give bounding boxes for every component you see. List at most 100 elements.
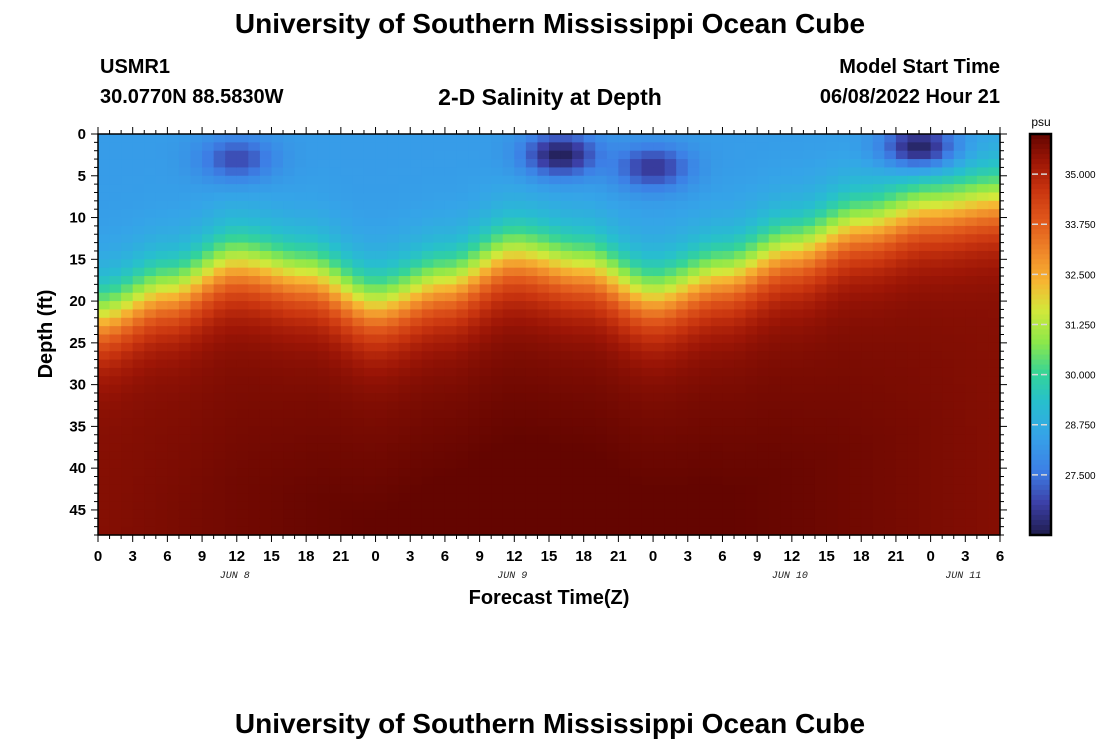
colorbar-swatch (1030, 234, 1051, 240)
heatmap-cell (202, 401, 215, 411)
heatmap-cell (653, 443, 666, 453)
heatmap-cell (456, 242, 469, 252)
heatmap-cell (838, 526, 851, 536)
heatmap-cell (791, 359, 805, 369)
heatmap-cell (387, 351, 400, 361)
heatmap-cell (849, 209, 862, 219)
heatmap-cell (722, 284, 735, 294)
heatmap-cell (953, 401, 966, 411)
heatmap-cell (248, 384, 261, 394)
heatmap-cell (306, 301, 319, 311)
heatmap-cell (618, 493, 631, 503)
heatmap-cell (271, 326, 284, 336)
heatmap-cell (803, 192, 816, 202)
heatmap-cell (259, 276, 273, 285)
heatmap-cell (583, 225, 596, 235)
heatmap-cell (444, 159, 458, 169)
heatmap-cell (803, 526, 816, 536)
heatmap-cell (687, 284, 700, 294)
heatmap-cell (780, 326, 793, 336)
heatmap-cell (329, 200, 342, 210)
heatmap-cell (664, 476, 677, 486)
heatmap-cell (167, 225, 180, 235)
heatmap-cell (167, 401, 180, 411)
heatmap-cell (768, 426, 781, 436)
heatmap-cell (664, 376, 677, 386)
heatmap-cell (664, 501, 677, 511)
heatmap-cell (456, 175, 469, 185)
heatmap-cell (699, 426, 712, 436)
heatmap-cell (965, 267, 978, 277)
heatmap-cell (768, 276, 781, 285)
heatmap-cell (317, 184, 330, 194)
heatmap-cell (444, 217, 458, 227)
heatmap-cell (549, 443, 562, 453)
heatmap-cell (629, 326, 643, 336)
colorbar-swatch (1030, 519, 1051, 526)
heatmap-cell (919, 426, 932, 436)
heatmap-cell (491, 392, 504, 402)
heatmap-cell (502, 192, 515, 202)
heatmap-cell (861, 459, 874, 469)
heatmap-cell (884, 518, 897, 528)
heatmap-cell (225, 501, 238, 511)
heatmap-cell (167, 276, 180, 285)
heatmap-cell (479, 142, 492, 152)
heatmap-cell (433, 292, 446, 302)
colorbar-swatch (1030, 249, 1051, 255)
heatmap-cell (178, 501, 192, 511)
heatmap-cell (710, 259, 724, 269)
heatmap-cell (190, 418, 203, 427)
colorbar-swatch (1030, 354, 1051, 361)
heatmap-cell (491, 359, 504, 369)
heatmap-cell (514, 468, 527, 478)
heatmap-cell (109, 167, 122, 177)
heatmap-cell (178, 250, 192, 260)
heatmap-cell (398, 518, 411, 528)
heatmap-cell (537, 401, 550, 411)
heatmap-cell (479, 242, 492, 252)
heatmap-cell (132, 242, 145, 252)
heatmap-cell (178, 159, 192, 169)
heatmap-cell (595, 192, 608, 202)
heatmap-cell (433, 443, 446, 453)
heatmap-cell (710, 351, 724, 361)
heatmap-cell (976, 376, 990, 386)
heatmap-cell (734, 359, 747, 369)
heatmap-cell (745, 326, 758, 336)
heatmap-cell (225, 175, 238, 185)
heatmap-cell (352, 309, 365, 319)
heatmap-cell (953, 418, 966, 427)
heatmap-cell (930, 459, 943, 469)
heatmap-cell (375, 217, 388, 227)
heatmap-cell (306, 392, 319, 402)
heatmap-cell (745, 443, 758, 453)
heatmap-cell (629, 409, 643, 419)
heatmap-cell (560, 459, 573, 469)
heatmap-cell (745, 476, 758, 486)
heatmap-cell (595, 159, 608, 169)
heatmap-cell (387, 459, 400, 469)
heatmap-cell (202, 443, 215, 453)
heatmap-cell (202, 493, 215, 503)
heatmap-cell (583, 351, 596, 361)
heatmap-cell (294, 376, 307, 386)
heatmap-cell (398, 292, 411, 302)
heatmap-cell (953, 501, 966, 511)
heatmap-cell (444, 309, 458, 319)
heatmap-cell (363, 259, 377, 269)
heatmap-cell (271, 267, 284, 277)
heatmap-cell (317, 209, 330, 219)
heatmap-cell (121, 359, 134, 369)
heatmap-cell (907, 401, 920, 411)
heatmap-cell (734, 167, 747, 177)
heatmap-cell (583, 359, 596, 369)
heatmap-cell (491, 192, 504, 202)
heatmap-cell (895, 443, 909, 453)
heatmap-cell (352, 250, 365, 260)
heatmap-cell (710, 443, 724, 453)
heatmap-cell (456, 501, 469, 511)
heatmap-cell (132, 234, 145, 244)
heatmap-cell (953, 225, 966, 235)
heatmap-cell (491, 267, 504, 277)
